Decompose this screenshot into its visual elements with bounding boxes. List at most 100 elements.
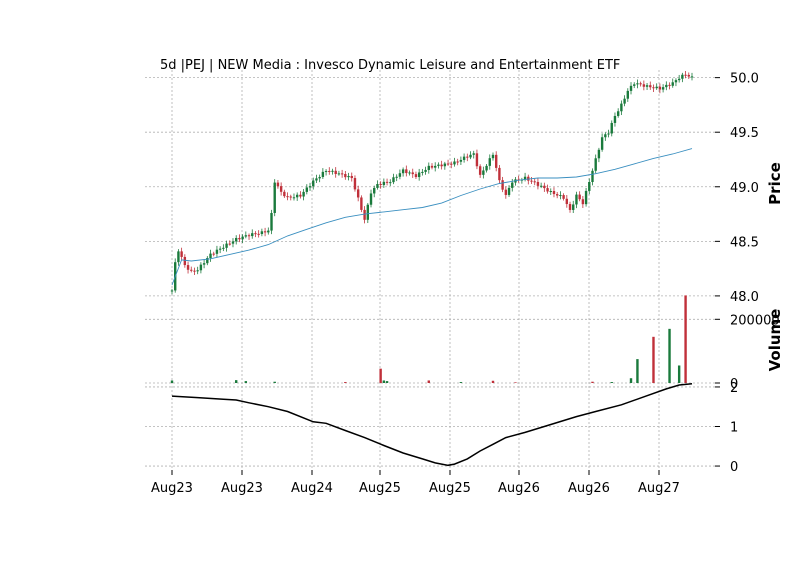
candle-body bbox=[260, 231, 264, 235]
candle-body bbox=[671, 82, 674, 86]
candle-body bbox=[356, 189, 360, 198]
candle-body bbox=[238, 237, 241, 240]
candle-body bbox=[328, 170, 331, 172]
candle-body bbox=[295, 194, 299, 198]
candle-body bbox=[523, 176, 527, 180]
x-tick-label: Aug27 bbox=[638, 481, 680, 496]
candle-body bbox=[430, 165, 434, 168]
volume-axis-title: Volume bbox=[766, 309, 784, 372]
price-axis-title: Price bbox=[766, 162, 784, 205]
candle-body bbox=[305, 187, 309, 192]
candle-body bbox=[555, 194, 559, 196]
y-tick-label: 49.0 bbox=[730, 181, 759, 196]
candle-body bbox=[636, 83, 639, 85]
candle-body bbox=[475, 153, 479, 167]
candle-body bbox=[488, 158, 491, 166]
candle-body bbox=[472, 153, 475, 155]
candle-body bbox=[183, 256, 187, 266]
y-tick-label: 48.5 bbox=[730, 235, 759, 250]
y-tick-label: 0 bbox=[730, 460, 738, 475]
candle-body bbox=[485, 165, 488, 171]
candle-body bbox=[613, 115, 617, 123]
candle-body bbox=[581, 199, 585, 205]
x-tick-label: Aug24 bbox=[291, 481, 333, 496]
candle-body bbox=[379, 184, 382, 186]
x-tick-label: Aug26 bbox=[568, 481, 610, 496]
candle-body bbox=[411, 172, 414, 175]
candle-body bbox=[302, 191, 305, 197]
candle-body bbox=[504, 189, 508, 195]
candle-body bbox=[222, 247, 225, 249]
candle-body bbox=[376, 184, 379, 188]
candle-body bbox=[369, 193, 373, 205]
candle-body bbox=[501, 180, 504, 190]
candle-body bbox=[312, 180, 315, 187]
candle-body bbox=[251, 233, 254, 237]
volume-bar bbox=[629, 378, 633, 383]
candle-body bbox=[450, 163, 453, 165]
candle-body bbox=[674, 80, 678, 83]
candle-body bbox=[588, 182, 591, 191]
candle-body bbox=[308, 186, 312, 188]
candle-body bbox=[186, 265, 190, 270]
volume-bar bbox=[610, 382, 613, 383]
candle-body bbox=[462, 156, 466, 160]
candle-body bbox=[276, 182, 280, 187]
candle-body bbox=[414, 174, 418, 178]
x-tick-label: Aug25 bbox=[359, 481, 401, 496]
candle-body bbox=[234, 237, 238, 242]
candle-body bbox=[273, 182, 276, 213]
candle-body bbox=[466, 156, 469, 158]
candle-body bbox=[649, 85, 652, 88]
candle-body bbox=[366, 204, 370, 220]
candle-body bbox=[482, 170, 485, 175]
volume-bar bbox=[379, 368, 382, 383]
candle-body bbox=[639, 83, 642, 85]
volume-bar bbox=[170, 380, 174, 383]
volume-panel bbox=[170, 295, 687, 383]
candle-body bbox=[289, 196, 292, 198]
y-tick-label: 49.5 bbox=[730, 126, 759, 141]
volume-bar bbox=[427, 380, 430, 383]
candle-body bbox=[283, 191, 286, 197]
x-tick-label: Aug25 bbox=[429, 481, 471, 496]
moving-average-line bbox=[171, 148, 693, 286]
candle-body bbox=[247, 235, 251, 237]
volume-bar bbox=[652, 336, 655, 383]
volume-bar bbox=[591, 381, 594, 383]
candle-body bbox=[453, 161, 456, 165]
candle-body bbox=[620, 103, 623, 112]
candle-body bbox=[315, 178, 318, 181]
candle-body bbox=[446, 163, 450, 165]
candle-body bbox=[494, 154, 498, 168]
candle-body bbox=[218, 248, 222, 250]
candle-body bbox=[437, 164, 440, 166]
candle-body bbox=[434, 165, 437, 168]
candle-body bbox=[572, 204, 575, 210]
candle-body bbox=[392, 177, 395, 183]
candle-body bbox=[633, 84, 636, 86]
candle-body bbox=[456, 161, 459, 163]
candle-body bbox=[610, 122, 613, 134]
candle-body bbox=[199, 264, 203, 271]
candle-body bbox=[389, 182, 392, 184]
candle-body bbox=[241, 236, 244, 240]
candle-body bbox=[209, 253, 212, 259]
candle-body bbox=[212, 253, 215, 255]
candle-body bbox=[459, 159, 463, 162]
candle-body bbox=[190, 269, 193, 271]
candle-body bbox=[286, 196, 289, 198]
candle-body bbox=[591, 170, 594, 183]
candle-body bbox=[331, 170, 334, 172]
candle-body bbox=[677, 78, 681, 81]
candle-body bbox=[363, 209, 366, 220]
volume-bar bbox=[459, 382, 463, 383]
candle-body bbox=[318, 176, 321, 179]
candle-body bbox=[600, 137, 604, 150]
candle-body bbox=[244, 235, 248, 237]
candle-body bbox=[353, 178, 357, 190]
candle-body bbox=[491, 154, 495, 159]
volume-bar bbox=[234, 380, 238, 383]
candle-body bbox=[552, 190, 556, 195]
volume-bar bbox=[684, 295, 687, 383]
